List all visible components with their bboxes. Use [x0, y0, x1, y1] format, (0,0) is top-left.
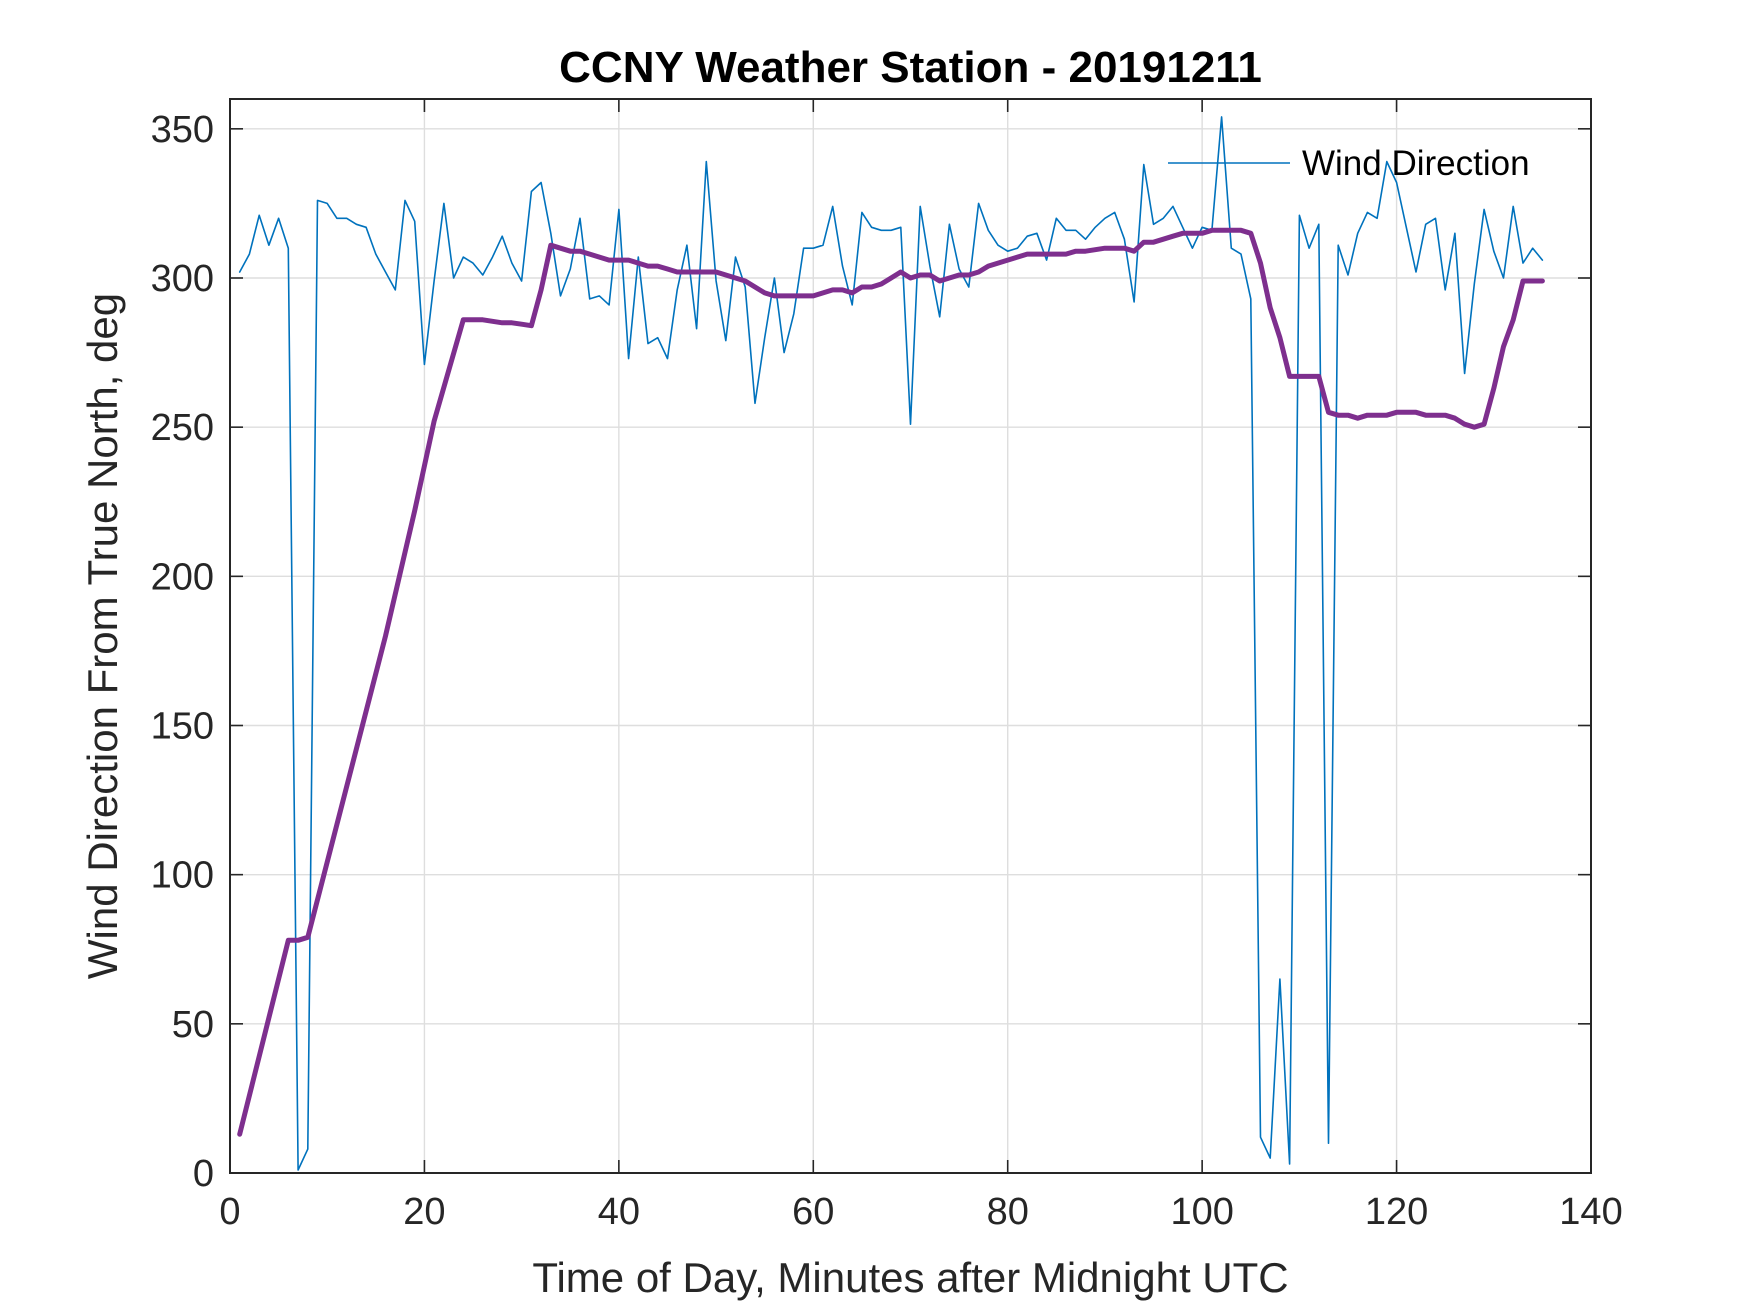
x-tick-label: 0 [219, 1191, 240, 1233]
x-tick-label: 60 [792, 1191, 834, 1233]
y-tick-label: 100 [151, 855, 214, 897]
y-tick-label: 200 [151, 556, 214, 598]
wind-direction-line [238, 116, 1544, 1171]
y-tick-label: 350 [151, 109, 214, 151]
data-series [237, 116, 1545, 1171]
chart-title: CCNY Weather Station - 20191211 [559, 43, 1262, 92]
legend: Wind Direction [1168, 144, 1530, 183]
x-tick-label: 140 [1559, 1191, 1622, 1233]
plot-area-background [230, 99, 1591, 1173]
y-axis-label: Wind Direction From True North, deg [79, 293, 126, 979]
x-tick-label: 40 [598, 1191, 640, 1233]
y-tick-label: 50 [172, 1004, 214, 1046]
moving-average-line [237, 227, 1545, 1137]
y-tick-label: 250 [151, 407, 214, 449]
y-tick-label: 300 [151, 258, 214, 300]
grid-lines [230, 99, 1591, 1173]
x-tick-label: 100 [1170, 1191, 1233, 1233]
x-tick-label: 80 [987, 1191, 1029, 1233]
legend-label-wind-direction: Wind Direction [1302, 144, 1530, 183]
tick-labels: 0 20 40 60 80 100 120 140 0 50 100 150 200 250 300 350 [151, 109, 1623, 1233]
y-tick-label: 150 [151, 706, 214, 748]
x-axis-label: Time of Day, Minutes after Midnight UTC [532, 1254, 1288, 1301]
x-tick-label: 120 [1365, 1191, 1428, 1233]
plot-area-border [229, 98, 1592, 1174]
x-tick-label: 20 [403, 1191, 445, 1233]
y-tick-label: 0 [193, 1153, 214, 1195]
